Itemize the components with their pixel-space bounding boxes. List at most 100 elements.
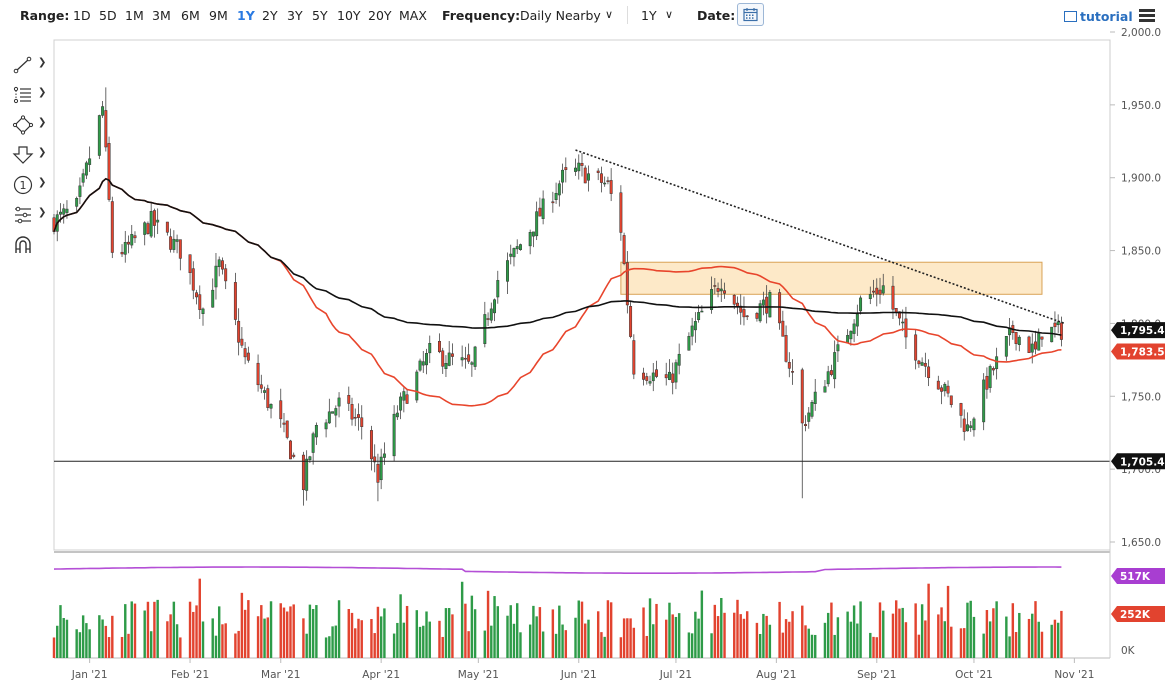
chevron-right-icon: ❯ bbox=[38, 57, 47, 68]
range-3m[interactable]: 3M bbox=[152, 8, 171, 23]
candle-down bbox=[962, 418, 966, 432]
volume-bar bbox=[1053, 619, 1057, 658]
volume-bar bbox=[541, 631, 545, 658]
range-1m[interactable]: 1M bbox=[125, 8, 144, 23]
volume-bar bbox=[1005, 616, 1008, 658]
volume-bar bbox=[438, 620, 441, 658]
volume-bar bbox=[768, 624, 772, 658]
candle-up bbox=[1030, 343, 1034, 353]
ma-200-line bbox=[53, 177, 1062, 336]
volume-bar bbox=[130, 601, 133, 658]
volume-bar bbox=[311, 608, 315, 658]
volume-bar bbox=[464, 603, 467, 658]
fib-tool-button[interactable]: ❯ bbox=[10, 84, 50, 106]
magnet-button[interactable] bbox=[10, 234, 50, 256]
range-max[interactable]: MAX bbox=[399, 8, 427, 23]
range-5d[interactable]: 5D bbox=[99, 8, 117, 23]
range-5y[interactable]: 5Y bbox=[312, 8, 328, 23]
range-9m[interactable]: 9M bbox=[209, 8, 228, 23]
candle-up bbox=[1050, 326, 1054, 343]
candle-down bbox=[188, 254, 192, 274]
volume-bar bbox=[587, 619, 590, 658]
chevron-down-icon[interactable]: ∨ bbox=[605, 8, 614, 21]
candle-down bbox=[282, 422, 286, 425]
x-axis: Jan '21 Feb '21 Mar '21 Apr '21 May '21 Jun '… bbox=[71, 658, 1094, 681]
shape-tool-button[interactable]: ❯ bbox=[10, 114, 50, 136]
tutorial-label: tutorial bbox=[1080, 9, 1133, 24]
volume-bar bbox=[901, 607, 904, 658]
candle-up bbox=[334, 408, 338, 416]
volume-bar bbox=[201, 621, 205, 658]
candle-down bbox=[985, 375, 989, 390]
volume-bar bbox=[509, 605, 512, 658]
volume-bar bbox=[1037, 621, 1040, 658]
candle-down bbox=[450, 353, 454, 357]
volume-bar bbox=[914, 603, 917, 658]
volume-bar bbox=[739, 614, 742, 658]
frequency-select[interactable]: Daily Nearby bbox=[520, 8, 601, 23]
volume-bar bbox=[506, 615, 509, 658]
volume-bar bbox=[561, 624, 564, 658]
chevron-right-icon: ❯ bbox=[38, 117, 47, 128]
volume-bar bbox=[1050, 624, 1053, 658]
x-tick-label: Aug '21 bbox=[756, 669, 796, 681]
candle-up bbox=[428, 343, 432, 354]
candle-down bbox=[949, 395, 953, 405]
candle-down bbox=[716, 288, 720, 292]
calendar-button[interactable] bbox=[737, 3, 764, 26]
candle-down bbox=[266, 388, 270, 408]
candle-up bbox=[868, 294, 872, 299]
volume-bar bbox=[447, 608, 451, 658]
volume-bar bbox=[626, 618, 629, 658]
range-20y[interactable]: 20Y bbox=[368, 8, 392, 23]
candle-up bbox=[833, 352, 837, 380]
candle-down bbox=[804, 424, 807, 426]
volume-bar bbox=[1027, 618, 1031, 658]
candle-down bbox=[169, 236, 173, 250]
range-3y[interactable]: 3Y bbox=[287, 8, 303, 23]
candle-up bbox=[493, 299, 497, 314]
period-select[interactable]: 1Y bbox=[641, 8, 657, 23]
volume-bar bbox=[305, 633, 308, 658]
chevron-right-icon: ❯ bbox=[38, 207, 47, 218]
volume-bar bbox=[286, 611, 289, 658]
candle-up bbox=[648, 381, 652, 384]
volume-bar bbox=[486, 590, 490, 658]
candle-down bbox=[917, 360, 921, 365]
volume-bar bbox=[289, 606, 292, 658]
volume-bar bbox=[111, 615, 114, 658]
volume-bar bbox=[720, 597, 723, 658]
candle-up bbox=[836, 344, 840, 352]
candle-down bbox=[360, 417, 364, 427]
resistance-zone bbox=[620, 261, 1043, 295]
volume-bar bbox=[428, 621, 431, 658]
candle-up bbox=[62, 208, 66, 215]
line-tool-button[interactable]: ❯ bbox=[10, 54, 50, 76]
candle-up bbox=[761, 299, 765, 306]
volume-bar bbox=[665, 619, 668, 658]
candle-up bbox=[311, 433, 315, 453]
range-10y[interactable]: 10Y bbox=[337, 8, 361, 23]
measure-tool-button[interactable]: ❯ bbox=[10, 204, 50, 226]
range-1y[interactable]: 1Y bbox=[237, 8, 255, 23]
range-6m[interactable]: 6M bbox=[181, 8, 200, 23]
counter-tool-button[interactable]: 1 ❯ bbox=[10, 174, 50, 196]
candle-up bbox=[447, 352, 451, 366]
candle-up bbox=[149, 211, 153, 237]
volume-bar bbox=[357, 618, 360, 658]
volume-bar bbox=[324, 637, 328, 658]
chevron-down-icon[interactable]: ∨ bbox=[665, 8, 674, 21]
y-tick-label: 2,000.0 bbox=[1121, 27, 1161, 39]
menu-icon[interactable] bbox=[1139, 9, 1155, 22]
volume-bar bbox=[243, 609, 247, 658]
range-1d[interactable]: 1D bbox=[73, 8, 91, 23]
shape-tool-icon bbox=[12, 115, 34, 135]
fib-tool-icon bbox=[13, 86, 31, 104]
candle-up bbox=[859, 297, 863, 312]
tutorial-link[interactable]: tutorial bbox=[1064, 9, 1133, 24]
volume-bar bbox=[56, 625, 59, 658]
arrow-tool-button[interactable]: ❯ bbox=[10, 144, 50, 166]
range-2y[interactable]: 2Y bbox=[262, 8, 278, 23]
candle-down bbox=[233, 282, 237, 320]
